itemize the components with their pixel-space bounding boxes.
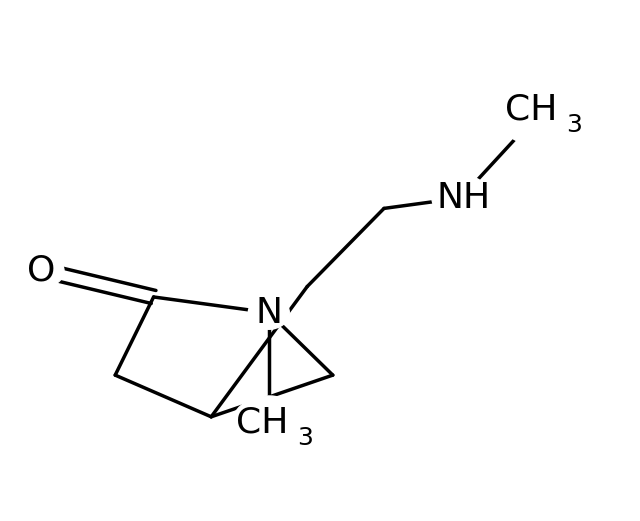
Text: CH: CH	[505, 92, 557, 127]
Text: N: N	[255, 295, 282, 330]
Text: 3: 3	[566, 113, 582, 137]
Text: NH: NH	[437, 181, 491, 215]
Circle shape	[230, 396, 307, 458]
Circle shape	[432, 175, 490, 221]
Text: 3: 3	[298, 426, 314, 450]
Text: CH: CH	[236, 405, 289, 439]
Circle shape	[26, 255, 64, 287]
Circle shape	[248, 296, 289, 329]
Circle shape	[499, 83, 576, 146]
Text: O: O	[28, 254, 56, 288]
